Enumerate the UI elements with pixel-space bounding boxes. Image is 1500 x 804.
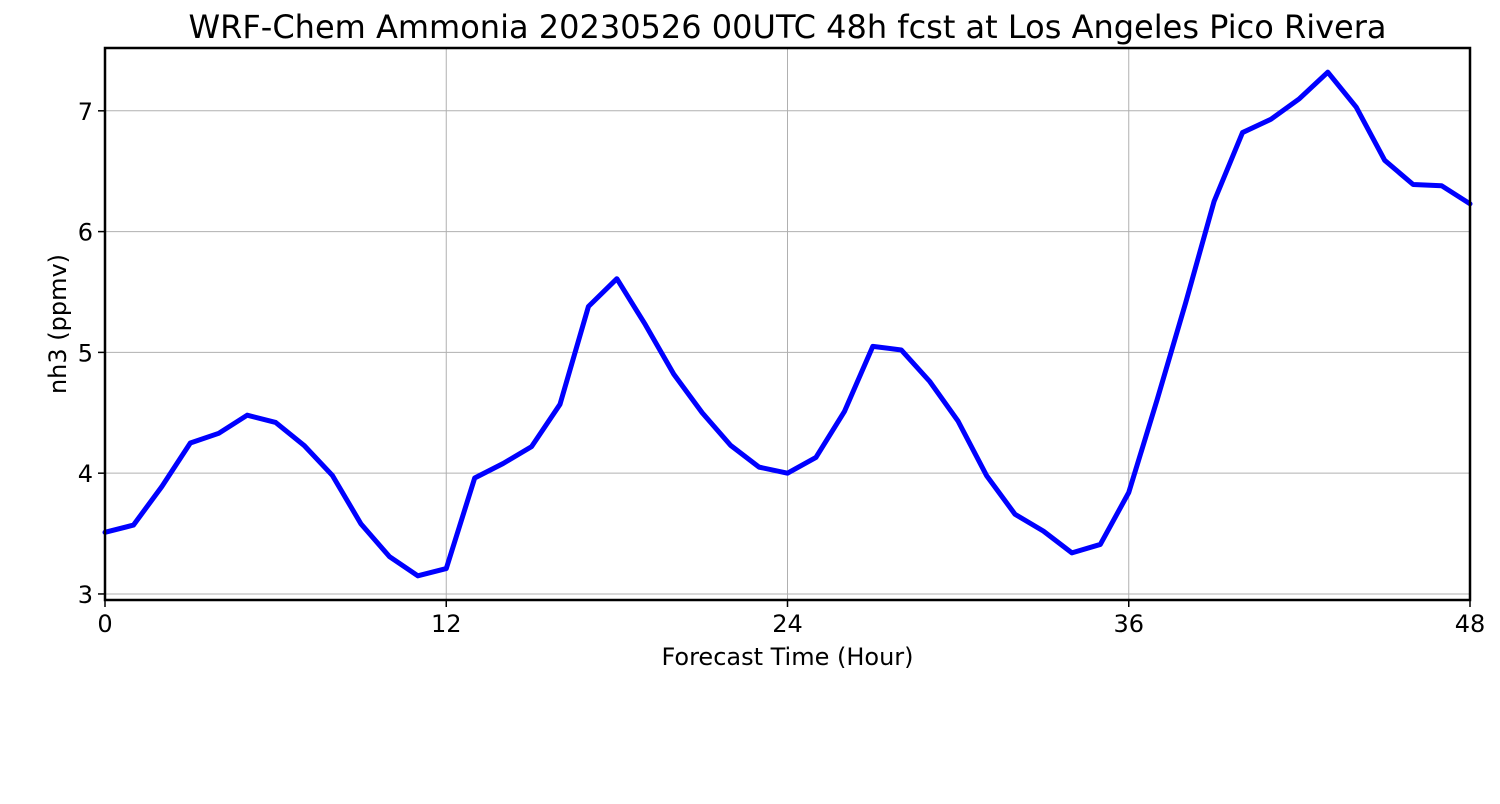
x-tick-label: 48: [1455, 610, 1486, 638]
y-tick-label: 7: [78, 98, 93, 126]
axis-ticks: 0 12 24 36 48 3 4 5 6 7: [78, 98, 1486, 638]
x-tick-label: 36: [1113, 610, 1144, 638]
x-tick-label: 24: [772, 610, 803, 638]
series-layer: [102, 69, 1473, 579]
y-axis-label: nh3 (ppmv): [44, 254, 72, 394]
y-tick-label: 4: [78, 460, 93, 488]
series-line-nh3: [102, 69, 1473, 579]
x-axis-label: Forecast Time (Hour): [661, 643, 913, 671]
x-tick-label: 0: [97, 610, 112, 638]
x-tick-label: 12: [431, 610, 462, 638]
y-tick-label: 6: [78, 219, 93, 247]
y-tick-label: 5: [78, 339, 93, 367]
chart-title: WRF-Chem Ammonia 20230526 00UTC 48h fcst…: [189, 8, 1387, 46]
grid-lines: [104, 48, 1471, 600]
y-tick-label: 3: [78, 581, 93, 609]
